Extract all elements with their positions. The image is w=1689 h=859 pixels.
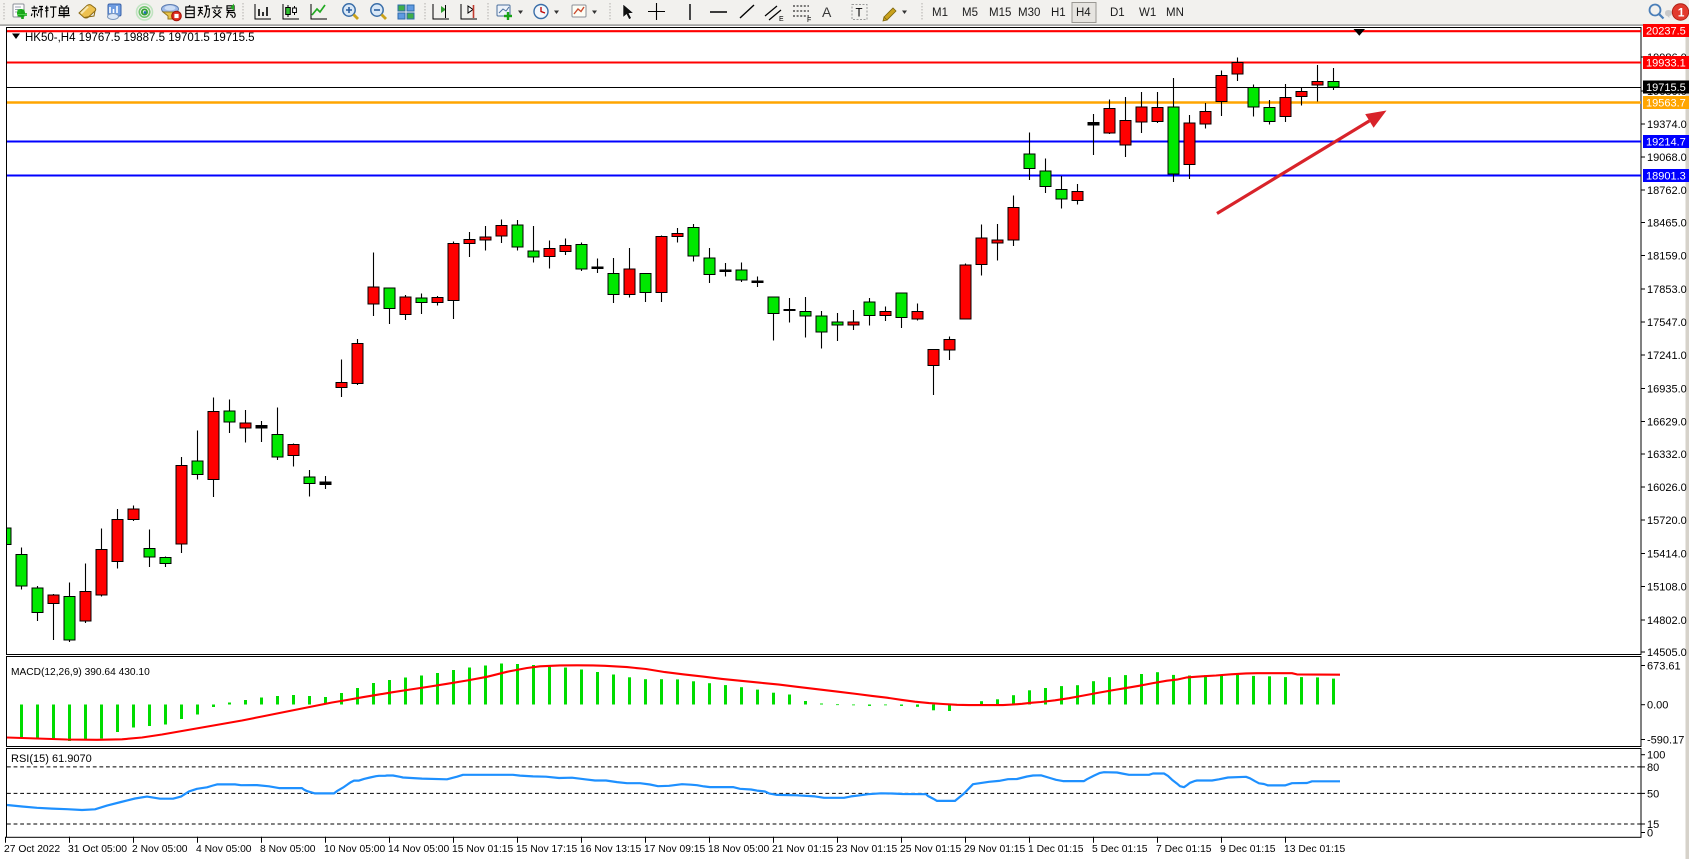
svg-text:19374.0: 19374.0 (1647, 119, 1687, 131)
svg-text:15108.0: 15108.0 (1647, 582, 1687, 594)
svg-text:0.00: 0.00 (1647, 700, 1668, 712)
svg-text:18465.0: 18465.0 (1647, 218, 1687, 230)
svg-text:M30: M30 (1018, 7, 1040, 19)
svg-text:T: T (856, 8, 863, 20)
svg-text:8 Nov 05:00: 8 Nov 05:00 (260, 844, 316, 855)
svg-text:673.61: 673.61 (1647, 661, 1681, 673)
svg-text:H4: H4 (1076, 7, 1091, 19)
svg-text:9 Dec 01:15: 9 Dec 01:15 (1220, 844, 1276, 855)
svg-text:19933.1: 19933.1 (1646, 58, 1686, 70)
svg-text:17 Nov 09:15: 17 Nov 09:15 (644, 844, 706, 855)
svg-text:17241.0: 17241.0 (1647, 350, 1687, 362)
svg-text:100: 100 (1647, 750, 1665, 762)
svg-text:E: E (779, 16, 784, 23)
svg-text:16 Nov 13:15: 16 Nov 13:15 (580, 844, 642, 855)
svg-text:16629.0: 16629.0 (1647, 417, 1687, 429)
svg-text:21 Nov 01:15: 21 Nov 01:15 (772, 844, 834, 855)
svg-text:18 Nov 05:00: 18 Nov 05:00 (708, 844, 770, 855)
svg-text:1 Dec 01:15: 1 Dec 01:15 (1028, 844, 1084, 855)
svg-text:16332.0: 16332.0 (1647, 449, 1687, 461)
svg-text:15 Nov 17:15: 15 Nov 17:15 (516, 844, 578, 855)
svg-text:15720.0: 15720.0 (1647, 515, 1687, 527)
svg-text:18159.0: 18159.0 (1647, 251, 1687, 263)
svg-text:23 Nov 01:15: 23 Nov 01:15 (836, 844, 898, 855)
svg-text:2 Nov 05:00: 2 Nov 05:00 (132, 844, 188, 855)
svg-text:19715.5: 19715.5 (1646, 82, 1686, 94)
svg-text:16935.0: 16935.0 (1647, 384, 1687, 396)
svg-text:W1: W1 (1139, 7, 1156, 19)
svg-text:RSI(15) 61.9070: RSI(15) 61.9070 (11, 753, 92, 765)
svg-text:H1: H1 (1051, 7, 1066, 19)
svg-text:80: 80 (1647, 762, 1659, 774)
svg-text:D1: D1 (1110, 7, 1125, 19)
svg-text:17547.0: 17547.0 (1647, 317, 1687, 329)
svg-text:15 Nov 01:15: 15 Nov 01:15 (452, 844, 514, 855)
svg-text:19214.7: 19214.7 (1646, 137, 1686, 149)
svg-text:F: F (807, 17, 811, 24)
svg-text:16026.0: 16026.0 (1647, 482, 1687, 494)
svg-text:27 Oct 2022: 27 Oct 2022 (4, 844, 60, 855)
svg-text:29 Nov 01:15: 29 Nov 01:15 (964, 844, 1026, 855)
svg-text:1: 1 (1678, 5, 1685, 19)
svg-text:15414.0: 15414.0 (1647, 549, 1687, 561)
svg-text:M1: M1 (932, 7, 948, 19)
svg-text:50: 50 (1647, 788, 1659, 800)
svg-text:19563.7: 19563.7 (1646, 98, 1686, 110)
svg-text:20237.5: 20237.5 (1646, 26, 1686, 38)
svg-text:HK50-,H4 19767.5 19887.5 1970: HK50-,H4 19767.5 19887.5 19701.5 19715.5 (25, 32, 255, 44)
svg-text:14 Nov 05:00: 14 Nov 05:00 (388, 844, 450, 855)
svg-text:MN: MN (1166, 7, 1184, 19)
svg-text:13 Dec 01:15: 13 Dec 01:15 (1284, 844, 1346, 855)
svg-text:14802.0: 14802.0 (1647, 615, 1687, 627)
svg-text:10 Nov 05:00: 10 Nov 05:00 (324, 844, 386, 855)
svg-text:5 Dec 01:15: 5 Dec 01:15 (1092, 844, 1148, 855)
svg-text:14505.0: 14505.0 (1647, 647, 1687, 659)
svg-text:0: 0 (1647, 828, 1653, 840)
svg-text:15: 15 (1647, 819, 1659, 831)
svg-text:17853.0: 17853.0 (1647, 284, 1687, 296)
svg-text:18901.3: 18901.3 (1646, 171, 1686, 183)
svg-text:31 Oct 05:00: 31 Oct 05:00 (68, 844, 127, 855)
svg-text:M5: M5 (962, 7, 978, 19)
svg-text:25 Nov 01:15: 25 Nov 01:15 (900, 844, 962, 855)
svg-text:-590.17: -590.17 (1647, 735, 1684, 747)
svg-text:7 Dec 01:15: 7 Dec 01:15 (1156, 844, 1212, 855)
svg-text:M15: M15 (989, 7, 1011, 19)
svg-text:19068.0: 19068.0 (1647, 152, 1687, 164)
svg-text:18762.0: 18762.0 (1647, 185, 1687, 197)
svg-text:4 Nov 05:00: 4 Nov 05:00 (196, 844, 252, 855)
svg-text:MACD(12,26,9) 390.64 430.10: MACD(12,26,9) 390.64 430.10 (11, 667, 150, 678)
svg-text:A: A (822, 4, 832, 20)
